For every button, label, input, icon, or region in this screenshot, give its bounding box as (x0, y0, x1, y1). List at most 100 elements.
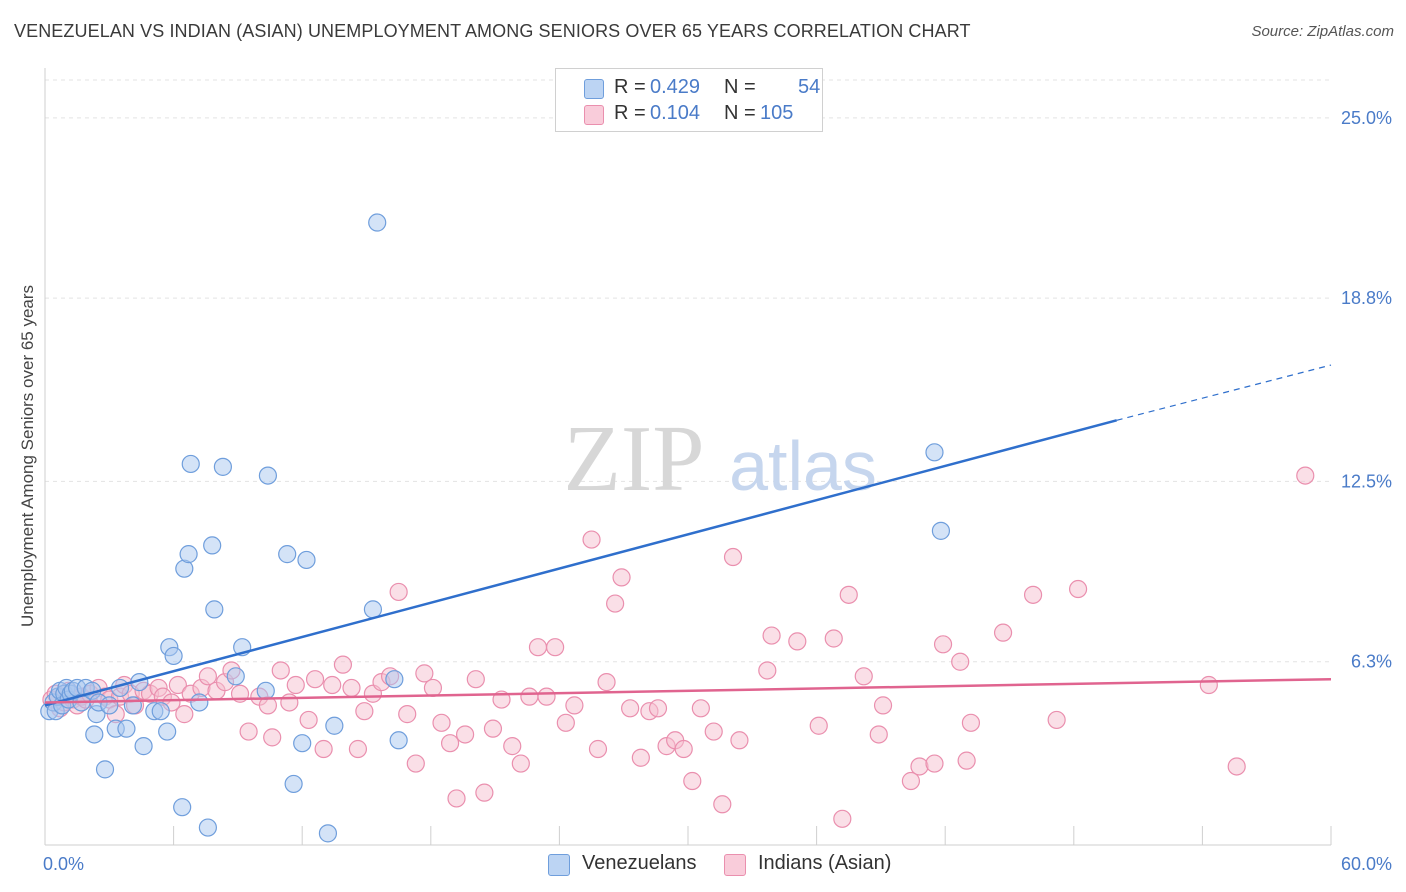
venezuelan-point (151, 702, 170, 721)
venezuelan-point (85, 725, 104, 744)
x-ticks (44, 826, 1332, 845)
gridlines (45, 79, 1331, 663)
indian-point (674, 739, 693, 759)
venezuelan-point (95, 760, 115, 779)
y-tick-label: 12.5% (1341, 471, 1392, 491)
indian-point (839, 585, 858, 604)
indian-point (606, 594, 625, 613)
venezuelan-point (181, 454, 200, 474)
venezuelans-trend-line (44, 419, 1117, 707)
indian-point (933, 635, 953, 654)
venezuelan-point (293, 734, 312, 753)
indian-point (432, 713, 451, 732)
indian-point (271, 661, 290, 680)
indian-point (447, 789, 466, 808)
indian-point (910, 757, 929, 776)
indian-point (299, 710, 318, 730)
indian-point (612, 568, 631, 587)
indian-point (528, 638, 548, 657)
indian-point (1296, 466, 1315, 485)
venezuelan-point (190, 693, 209, 712)
indian-point (406, 754, 425, 773)
indian-point (280, 693, 299, 712)
indian-point (588, 739, 608, 759)
venezuelan-point (164, 646, 183, 666)
venezuelan-point (173, 798, 192, 817)
indian-point (342, 678, 361, 698)
watermark: ZIP atlas (564, 407, 877, 511)
indian-point (621, 699, 640, 718)
indian-point (168, 675, 187, 695)
indian-point (175, 705, 194, 724)
indian-point (1047, 710, 1066, 730)
indian-point (483, 719, 503, 738)
venezuelan-point (318, 824, 338, 843)
indian-point (503, 737, 522, 756)
venezuelan-point (925, 443, 944, 462)
legend-label-venezuelans: Venezuelans (582, 852, 697, 874)
indian-point (415, 664, 434, 683)
legend-n-value: 105 (760, 102, 794, 124)
venezuelan-point (385, 670, 404, 689)
legend-swatch-blue (584, 79, 604, 99)
venezuelan-point (117, 719, 136, 738)
indian-point (423, 678, 443, 698)
indian-point (869, 725, 888, 744)
indian-point (466, 670, 485, 689)
x-tick-label-max: 60.0% (1341, 854, 1392, 874)
legend-swatch-blue (548, 854, 570, 876)
venezuelan-point (100, 696, 119, 715)
y-tick-labels: 6.3% 12.5% 18.8% 25.0% (1341, 108, 1392, 672)
legend-n-label: N = (724, 76, 756, 98)
legend-label-indians: Indians (Asian) (758, 852, 892, 874)
indian-point (961, 713, 981, 732)
indian-point (239, 722, 258, 741)
venezuelan-point (134, 737, 153, 756)
venezuelan-point (278, 545, 297, 564)
venezuelan-point (158, 722, 177, 741)
indian-point (597, 673, 616, 692)
indian-point (713, 795, 732, 814)
indian-point (704, 722, 723, 741)
legend-n-value: 54 (798, 76, 821, 98)
indian-point (333, 655, 353, 674)
y-tick-label: 6.3% (1351, 652, 1392, 672)
stats-legend: R = 0.429 N = 54 R = 0.104 N = 105 (555, 68, 823, 132)
indian-point (355, 702, 374, 721)
indian-point (631, 748, 650, 767)
indian-point (1023, 585, 1043, 604)
indian-point (833, 809, 852, 828)
indian-point (993, 623, 1013, 642)
indian-point (957, 751, 976, 770)
venezuelans-points (40, 213, 951, 843)
legend-swatch-pink (584, 105, 604, 125)
venezuelan-point (203, 536, 222, 555)
indian-point (305, 670, 325, 689)
indian-point (691, 699, 710, 718)
venezuelan-point (226, 667, 245, 686)
indian-point (762, 626, 781, 645)
indian-point (730, 731, 749, 750)
watermark-zip: ZIP (564, 407, 705, 511)
indian-point (389, 582, 408, 602)
y-tick-label: 18.8% (1341, 288, 1392, 308)
legend-r-label: R = (614, 76, 646, 98)
venezuelans-trend-extension (1116, 364, 1332, 421)
legend-r-label: R = (614, 102, 646, 124)
venezuelan-point (297, 550, 316, 570)
indian-point (475, 783, 494, 802)
source-credit: Source: ZipAtlas.com (1251, 23, 1394, 40)
venezuelan-point (931, 521, 951, 540)
indian-point (565, 696, 584, 715)
venezuelan-point (284, 774, 303, 794)
legend-swatch-pink (724, 854, 746, 876)
indian-point (582, 530, 601, 549)
indians-trend-line (44, 677, 1332, 704)
indian-point (314, 739, 333, 759)
indians-points (42, 466, 1315, 828)
indian-point (854, 667, 873, 686)
y-axis-label: Unemployment Among Seniors over 65 years (18, 285, 37, 627)
indian-point (348, 739, 368, 759)
indian-point (683, 771, 702, 791)
